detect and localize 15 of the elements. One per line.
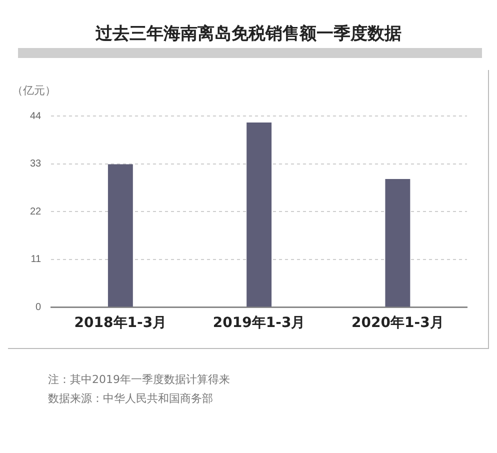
bar (385, 179, 410, 307)
y-tick-label: 22 (30, 206, 42, 218)
x-tick-label: 2018年1-3月 (74, 315, 167, 332)
bar (246, 122, 272, 307)
y-tick-label: 11 (30, 254, 42, 266)
text: 注：其中2019年一季度数据计算得来 (48, 372, 230, 388)
bar (108, 164, 133, 307)
y-tick-label: 0 (36, 302, 42, 313)
y-tick-label: 44 (30, 110, 42, 122)
chart-title: 过去三年海南离岛免税销售额一季度数据 (94, 23, 402, 45)
x-tick-label: 2019年1-3月 (212, 315, 306, 332)
y-tick-label: 33 (30, 158, 42, 170)
x-tick-label: 2020年1-3月 (352, 315, 444, 332)
y-axis-title: （亿元） (12, 83, 56, 98)
source-note: 数据来源：中华人民共和国商务部 (48, 391, 214, 407)
